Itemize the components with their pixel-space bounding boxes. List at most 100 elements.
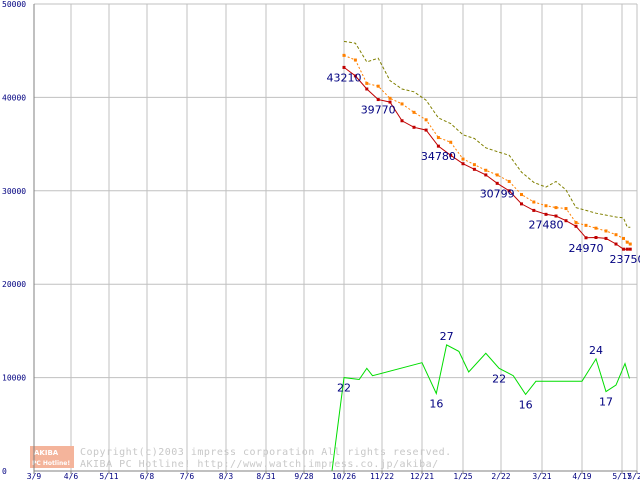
x-tick-label: 3/21	[532, 472, 551, 480]
x-tick-label: 5/11	[99, 472, 118, 480]
data-point-price-average	[544, 204, 548, 208]
data-point-price-low	[520, 202, 523, 206]
data-point-price-average	[604, 229, 608, 233]
data-point-price-average	[554, 206, 558, 210]
data-point-price-average	[365, 81, 369, 85]
x-tick-label: 10/26	[332, 472, 356, 480]
data-point-price-average	[376, 84, 380, 88]
data-point-price-low	[472, 167, 476, 171]
data-point-price-low	[625, 247, 629, 251]
data-point-price-low	[604, 236, 608, 240]
y-tick-label: 0	[2, 467, 7, 476]
data-label: 24970	[569, 242, 604, 255]
data-point-price-average	[472, 163, 476, 167]
data-label: 27480	[529, 218, 564, 231]
akiba-logo-subtext: PC Hotline!	[32, 460, 70, 467]
x-tick-label: 8/3	[219, 472, 234, 480]
data-point-price-average	[628, 242, 632, 246]
y-tick-label: 40000	[2, 93, 26, 102]
data-label: 16	[429, 397, 443, 410]
site-url-line: AKIBA PC Hotline! http://www.watch.impre…	[80, 459, 439, 470]
data-label: 39770	[361, 104, 396, 117]
data-point-price-average	[461, 157, 465, 161]
data-label: 34780	[421, 150, 456, 163]
series-line-shop-count	[34, 344, 630, 472]
x-tick-label: 2/22	[491, 472, 510, 480]
data-point-price-average	[400, 102, 404, 106]
data-point-price-average	[388, 96, 392, 100]
data-label: 23750	[610, 253, 640, 266]
series-line-price-average	[343, 54, 631, 245]
x-tick-label: 7/6	[180, 472, 195, 480]
data-point-price-low	[424, 128, 428, 132]
data-point-price-low	[622, 247, 625, 251]
data-point-price-low	[436, 144, 440, 148]
data-labels-layer: 43210 39770 34780 30799 27480 24970 23750 22 16 2…	[327, 71, 640, 411]
data-point-price-low	[507, 189, 511, 193]
data-point-price-average	[342, 53, 346, 57]
data-point-price-average	[507, 179, 511, 183]
data-point-price-average	[424, 118, 428, 122]
series-line-price-high	[343, 40, 631, 228]
data-point-price-average	[622, 236, 625, 240]
data-point-price-low	[484, 173, 488, 177]
data-point-price-low	[461, 162, 465, 166]
data-point-price-low	[532, 208, 536, 212]
y-tick-label: 50000	[2, 0, 26, 9]
x-tick-label: 3/9	[27, 472, 42, 480]
data-point-price-low	[400, 119, 404, 123]
y-tick-label: 30000	[2, 187, 26, 196]
x-tick-label: 12/21	[410, 472, 434, 480]
data-point-price-average	[353, 58, 357, 62]
series-layer	[34, 40, 632, 472]
data-point-price-low	[554, 214, 558, 218]
x-tick-label: 5/17	[612, 472, 631, 480]
data-point-price-low	[376, 98, 380, 102]
data-point-price-low	[614, 242, 618, 246]
x-tick-label: 5/24	[627, 472, 640, 480]
data-point-price-low	[564, 219, 568, 223]
data-point-price-average	[625, 240, 629, 244]
copyright-watermark: AKIBA PC Hotline! Copyright(c)2003 impre…	[30, 446, 452, 470]
akiba-logo-box	[30, 446, 74, 468]
x-tick-label: 4/6	[64, 472, 79, 480]
x-tick-label: 8/31	[256, 472, 275, 480]
data-point-price-low	[584, 236, 588, 240]
x-tick-label: 6/8	[140, 472, 155, 480]
data-point-price-low	[594, 236, 598, 239]
data-point-price-average	[520, 193, 523, 197]
data-label: 22	[337, 382, 351, 395]
data-point-price-average	[436, 136, 440, 140]
x-tick-label: 4/19	[572, 472, 591, 480]
data-label: 27	[440, 330, 454, 343]
data-point-price-low	[449, 153, 453, 157]
data-label: 22	[492, 372, 506, 385]
y-tick-label: 20000	[2, 280, 26, 289]
data-point-price-average	[484, 168, 488, 172]
data-label: 24	[589, 344, 603, 357]
data-label: 43210	[327, 71, 362, 84]
data-label: 30799	[480, 187, 515, 200]
data-point-price-low	[342, 65, 346, 69]
data-point-price-average	[495, 173, 499, 177]
data-point-price-average	[412, 110, 416, 114]
copyright-line: Copyright(c)2003 impress corporation All…	[80, 447, 452, 458]
data-point-price-low	[365, 87, 369, 91]
data-point-price-low	[353, 74, 357, 78]
akiba-logo-text: AKIBA	[34, 449, 59, 457]
data-point-price-average	[584, 223, 588, 227]
grid	[34, 3, 638, 471]
data-label: 16	[519, 398, 533, 411]
x-tick-label: 11/22	[370, 472, 394, 480]
data-point-price-low	[628, 247, 632, 251]
data-label: 17	[599, 396, 613, 409]
data-point-price-low	[495, 181, 499, 185]
data-point-price-low	[388, 100, 392, 104]
x-tick-label: 9/28	[294, 472, 313, 480]
data-point-price-average	[594, 226, 598, 230]
data-point-price-average	[449, 140, 453, 144]
data-point-price-average	[564, 207, 568, 211]
